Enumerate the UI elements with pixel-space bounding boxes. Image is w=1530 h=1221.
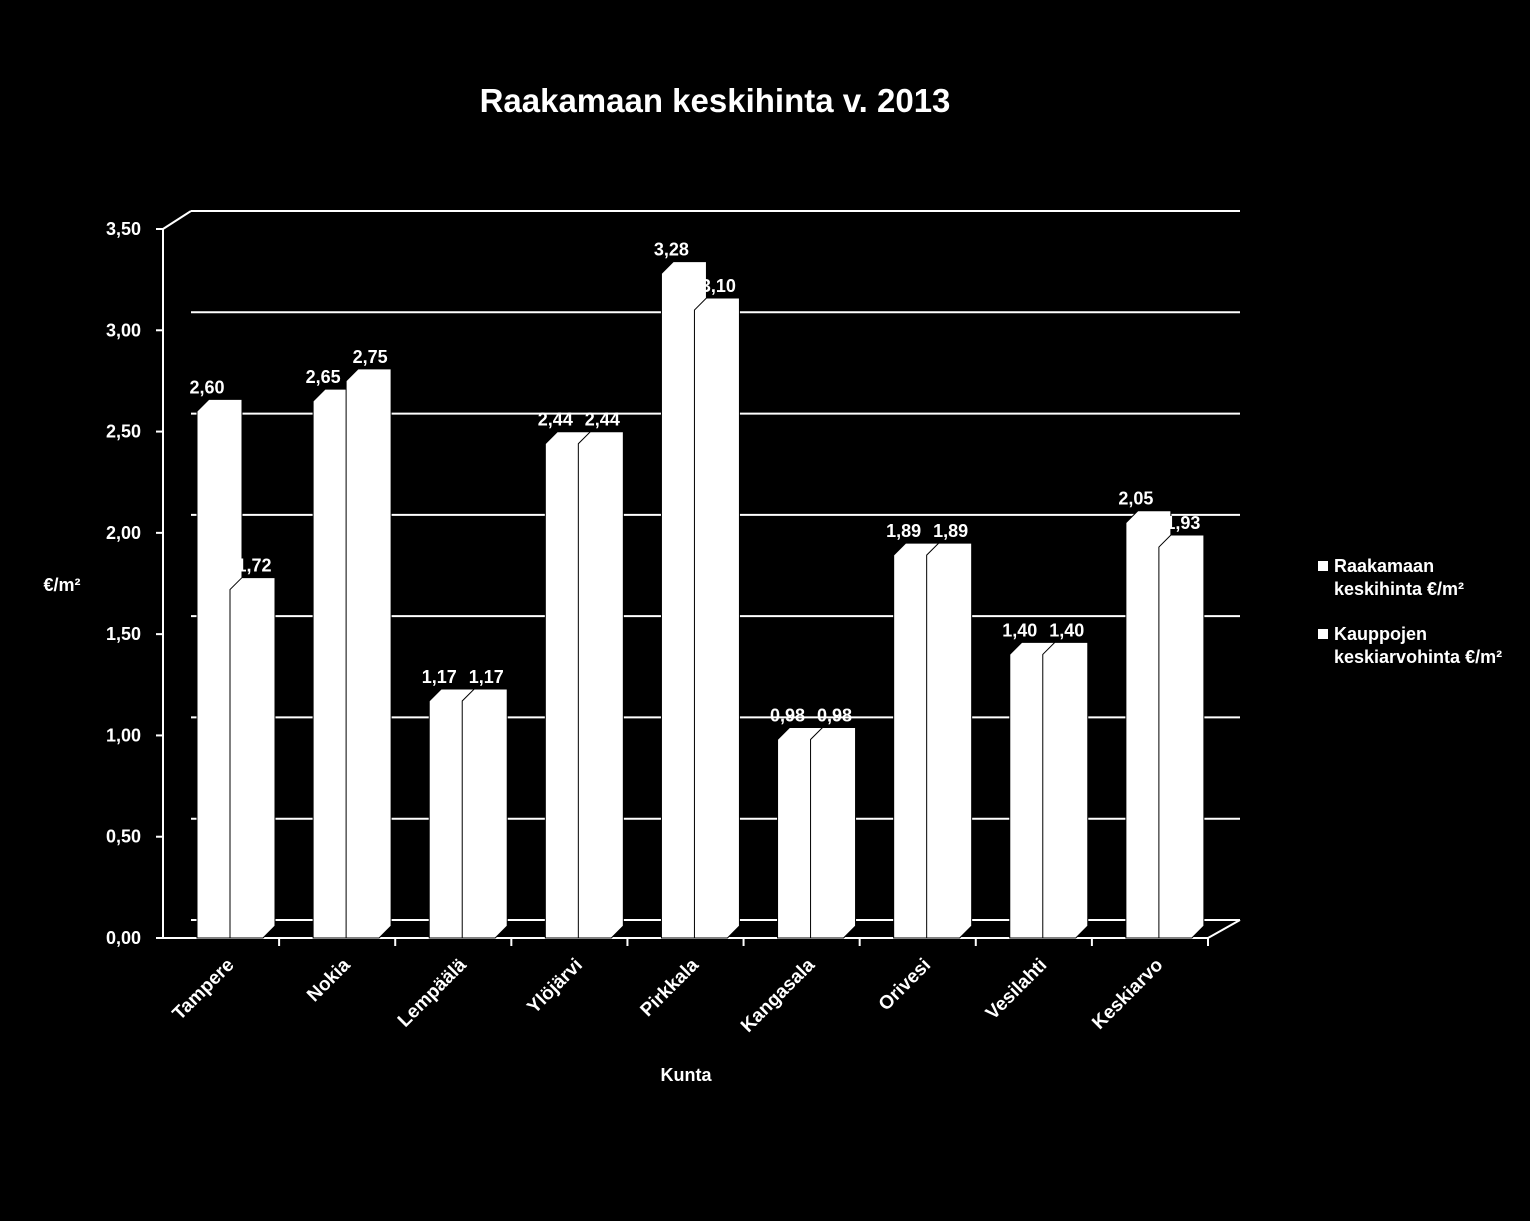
x-tick-label: Vesilahti <box>982 955 1051 1024</box>
data-label: 1,40 <box>1002 620 1037 640</box>
x-tick-label: Pirkkala <box>637 954 704 1021</box>
legend-item-raakamaan: Raakamaan keskihinta €/m² <box>1318 555 1523 601</box>
data-label: 1,40 <box>1049 620 1084 640</box>
y-tick-label: 2,50 <box>106 422 141 442</box>
legend-swatch <box>1318 561 1328 571</box>
data-label: 1,89 <box>886 521 921 541</box>
data-label: 2,65 <box>306 367 341 387</box>
data-label: 1,17 <box>469 667 504 687</box>
bar-kauppojen <box>926 542 973 939</box>
x-tick-label: Ylöjärvi <box>523 955 586 1018</box>
data-label: 1,17 <box>422 667 457 687</box>
data-label: 1,89 <box>933 521 968 541</box>
legend-swatch <box>1318 629 1328 639</box>
bar-kauppojen <box>693 297 740 939</box>
bar-kauppojen <box>1158 534 1205 939</box>
data-label: 2,44 <box>585 410 620 430</box>
data-label: 0,98 <box>817 705 852 725</box>
bar-kauppojen <box>345 368 392 939</box>
data-label: 2,05 <box>1118 489 1153 509</box>
legend-label: Kauppojen keskiarvohinta €/m² <box>1334 624 1503 667</box>
legend-item-kauppojen: Kauppojen keskiarvohinta €/m² <box>1318 623 1523 669</box>
x-tick-label: Lempäälä <box>394 954 471 1031</box>
legend-label: Raakamaan keskihinta €/m² <box>1334 556 1465 599</box>
chart-title: Raakamaan keskihinta v. 2013 <box>479 82 951 119</box>
legend: Raakamaan keskihinta €/m² Kauppojen kesk… <box>1318 555 1523 691</box>
data-label: 1,72 <box>236 556 271 576</box>
data-label: 2,60 <box>189 377 224 397</box>
x-tick-label: Nokia <box>303 954 355 1006</box>
y-axis-label: €/m² <box>43 575 80 595</box>
x-axis-label: Kunta <box>661 1065 713 1085</box>
y-tick-label: 0,00 <box>106 928 141 948</box>
x-tick-label: Keskiarvo <box>1088 955 1167 1034</box>
x-tick-label: Orivesi <box>875 955 935 1015</box>
data-label: 3,10 <box>701 276 736 296</box>
y-tick-label: 2,00 <box>106 523 141 543</box>
data-label: 2,75 <box>353 347 388 367</box>
bar-kauppojen <box>461 688 508 939</box>
data-label: 1,93 <box>1165 513 1200 533</box>
y-tick-label: 1,00 <box>106 725 141 745</box>
bar-kauppojen <box>577 431 624 939</box>
y-tick-label: 3,00 <box>106 320 141 340</box>
bar-kauppojen <box>1042 641 1089 939</box>
y-tick-label: 3,50 <box>106 219 141 239</box>
y-tick-label: 0,50 <box>106 827 141 847</box>
bar-kauppojen <box>229 577 276 939</box>
x-tick-label: Tampere <box>169 955 239 1025</box>
data-label: 3,28 <box>654 240 689 260</box>
wall-top-edge <box>162 210 192 230</box>
x-tick-label: Kangasala <box>737 954 819 1036</box>
floor-right-edge <box>1207 919 1241 939</box>
y-tick-label: 1,50 <box>106 624 141 644</box>
data-label: 0,98 <box>770 705 805 725</box>
bar-kauppojen <box>810 726 857 939</box>
data-label: 2,44 <box>538 410 573 430</box>
